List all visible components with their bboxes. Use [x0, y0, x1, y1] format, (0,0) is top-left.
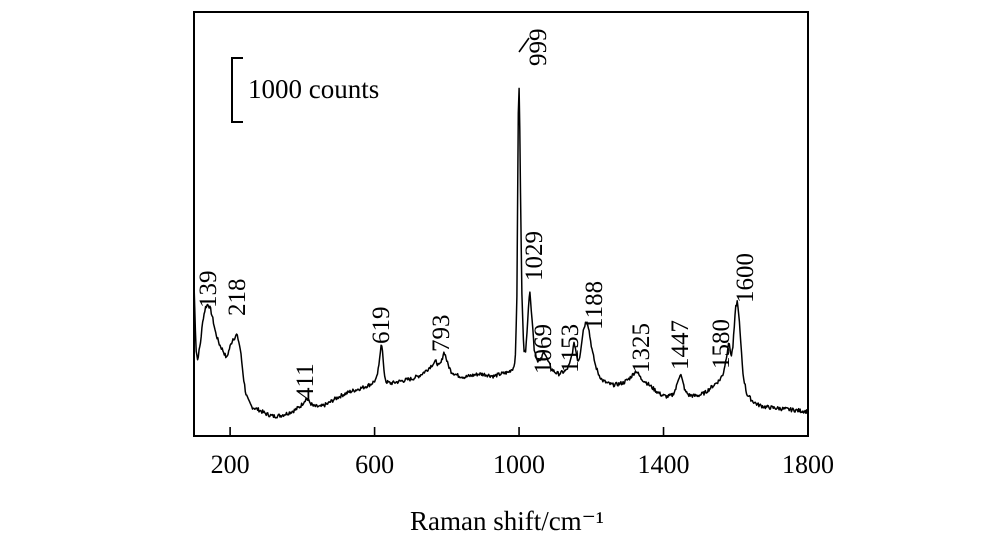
x-tick-label-1400: 1400 [638, 450, 690, 479]
peak-label-1580: 1580 [708, 319, 735, 369]
peak-label-793: 793 [428, 315, 455, 353]
x-tick-label-600: 600 [355, 450, 394, 479]
peak-label-1188: 1188 [581, 281, 608, 330]
series-layer [193, 87, 809, 419]
plot-frame [193, 11, 809, 437]
x-tick-label-1000: 1000 [493, 450, 545, 479]
x-tick-label-200: 200 [211, 450, 250, 479]
peak-label-1029: 1029 [521, 231, 548, 281]
scale-bar-bracket [231, 57, 243, 123]
peak-label-1325: 1325 [628, 323, 655, 373]
peak-label-999: 999 [525, 29, 552, 67]
peak-label-1447: 1447 [667, 320, 694, 370]
peak-label-218: 218 [224, 279, 251, 317]
peak-label-411: 411 [292, 363, 319, 400]
peak-label-139: 139 [195, 271, 222, 309]
peak-label-1069: 1069 [530, 324, 557, 374]
scale-bar: 1000 counts [231, 57, 379, 123]
peak-label-1600: 1600 [732, 253, 759, 303]
x-axis-title: Raman shift/cm⁻¹ [410, 506, 604, 536]
peak-label-1153: 1153 [557, 324, 584, 373]
scale-bar-label: 1000 counts [248, 74, 379, 104]
peak-label-619: 619 [368, 307, 395, 345]
peak-leader-999 [518, 37, 530, 53]
x-axis-ticks [229, 427, 809, 436]
x-axis-tick-labels: 200 600 1000 1400 1800 [211, 450, 834, 479]
x-tick-label-1800: 1800 [782, 450, 834, 479]
series-line-0 [193, 87, 809, 419]
